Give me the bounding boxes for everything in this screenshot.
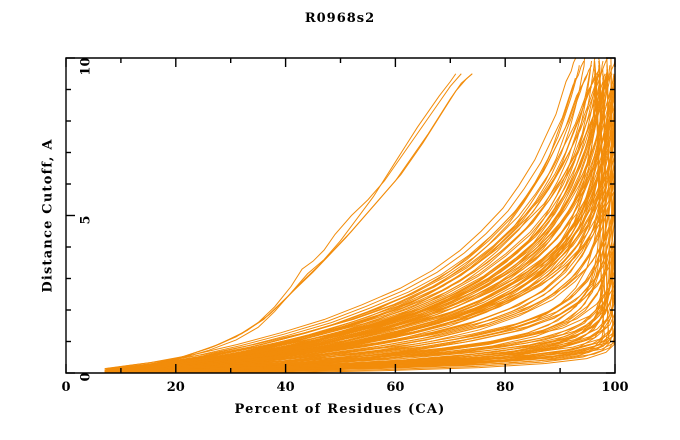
data-curve — [104, 57, 586, 370]
data-curve — [106, 73, 608, 373]
x-tick-label: 60 — [386, 380, 405, 395]
data-curve — [116, 82, 602, 373]
data-curve — [109, 69, 609, 372]
data-curve — [109, 73, 457, 372]
x-tick-label: 80 — [496, 380, 515, 395]
x-tick-label: 40 — [276, 380, 295, 395]
data-curve — [111, 73, 616, 372]
data-curve — [107, 65, 601, 371]
data-curve — [104, 60, 602, 371]
data-curve — [104, 69, 602, 373]
data-curve — [108, 77, 613, 374]
data-curve — [114, 90, 616, 374]
data-curves — [104, 57, 616, 374]
y-tick-label: 5 — [78, 215, 94, 225]
x-axis-label: Percent of Residues (CA) — [234, 402, 446, 417]
page-title: R0968s2 — [304, 11, 376, 26]
y-axis-label: Distance Cutoff, A — [40, 138, 56, 293]
data-curve — [109, 73, 473, 372]
x-tick-label: 100 — [601, 380, 629, 395]
data-curve — [106, 57, 577, 370]
data-curve — [105, 60, 593, 370]
y-tick-label: 0 — [78, 372, 94, 382]
plot-axes — [65, 57, 616, 374]
data-curve — [104, 65, 580, 371]
x-tick-label: 0 — [61, 380, 71, 395]
y-tick-label: 10 — [78, 57, 94, 76]
x-tick-label: 20 — [166, 380, 185, 395]
